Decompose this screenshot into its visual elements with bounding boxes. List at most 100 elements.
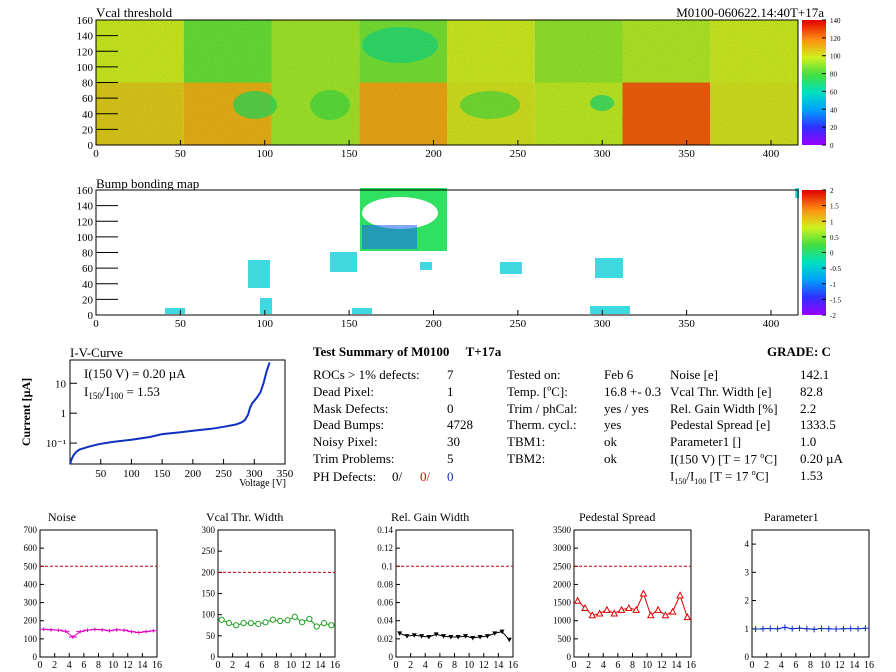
data-point bbox=[668, 607, 677, 615]
summary-label: Trim / phCal: bbox=[507, 400, 578, 416]
summary-label: Mask Defects: bbox=[313, 400, 389, 416]
data-point bbox=[484, 634, 490, 639]
data-point bbox=[789, 625, 796, 632]
x-tick-label: 0 bbox=[38, 660, 43, 671]
x-tick-label: 400 bbox=[763, 318, 780, 330]
data-point bbox=[477, 635, 483, 640]
data-point bbox=[588, 611, 597, 619]
summary-value: 4728 bbox=[447, 417, 473, 433]
y-tick-label: 700 bbox=[24, 525, 38, 535]
summary-value: 2.2 bbox=[800, 400, 817, 416]
x-tick-label: 6 bbox=[793, 660, 798, 671]
vcal-threshold-map: 0 50 100 150 200 250 300 350 4000204060801001201… bbox=[77, 15, 842, 160]
colorbar-tick-label: 1.5 bbox=[830, 203, 839, 211]
colorbar-tick-label: 120 bbox=[830, 35, 841, 43]
data-point bbox=[90, 627, 99, 632]
x-tick-label: 150 bbox=[341, 318, 358, 330]
colorbar-tick-label: 2 bbox=[830, 187, 834, 195]
x-tick-label: 250 bbox=[510, 148, 527, 160]
y-tick-label: 0 bbox=[88, 310, 94, 322]
data-point bbox=[233, 622, 240, 629]
summary-row: TBM1: ok bbox=[507, 434, 617, 451]
x-tick-label: 8 bbox=[452, 660, 457, 671]
iv-annotation-2: I150/I100 = 1.53 bbox=[84, 384, 160, 401]
data-point bbox=[313, 623, 320, 630]
summary-row: ROCs > 1% defects: 7 bbox=[313, 367, 454, 384]
x-tick-label: 16 bbox=[330, 660, 340, 671]
summary-value: 1 bbox=[447, 383, 454, 399]
bump-defect-patch bbox=[595, 258, 623, 278]
colorbar-tick-label: 0 bbox=[830, 250, 834, 258]
x-tick-label: 12 bbox=[657, 660, 667, 671]
y-tick-label: 100 bbox=[202, 610, 216, 620]
x-tick-label: 6 bbox=[615, 660, 620, 671]
colorbar-tick-label: 0 bbox=[830, 142, 834, 150]
plot-frame bbox=[217, 529, 336, 658]
y-tick-label: 100 bbox=[77, 232, 94, 244]
x-tick-label: 0 bbox=[216, 660, 221, 671]
data-point bbox=[397, 631, 403, 636]
y-tick-label: 100 bbox=[24, 634, 38, 644]
summary-row: Noise [e] 142.1 bbox=[670, 367, 829, 384]
summary-row: Vcal Thr. Width [e] 82.8 bbox=[670, 384, 823, 401]
data-point bbox=[269, 616, 276, 623]
vcal-axes: 0 50 100 150 200 250 300 350 400 0 20 40 60 80 100 120 1… bbox=[77, 15, 780, 160]
x-tick-label: 200 bbox=[425, 148, 442, 160]
x-tick-label: 0 bbox=[93, 148, 99, 160]
y-tick-label: 600 bbox=[24, 543, 38, 553]
colorbar-tick-label: 40 bbox=[830, 106, 838, 114]
x-tick-label: 12 bbox=[479, 660, 489, 671]
data-point bbox=[781, 624, 788, 631]
y-tick-label: 4 bbox=[745, 539, 750, 549]
y-tick-label: 1500 bbox=[553, 598, 572, 608]
x-tick-label: 350 bbox=[678, 318, 695, 330]
summary-value: 0 bbox=[447, 400, 454, 416]
data-point bbox=[328, 622, 335, 629]
data-point bbox=[676, 591, 684, 599]
x-tick-label: 4 bbox=[423, 660, 428, 671]
summary-value: ok bbox=[604, 434, 617, 450]
x-tick-label: 10 bbox=[464, 660, 474, 671]
bump-defect-patch bbox=[362, 225, 417, 249]
x-tick-label: 2 bbox=[764, 660, 769, 671]
iv-series-line bbox=[69, 362, 271, 465]
y-tick-label: 2000 bbox=[553, 579, 572, 589]
data-point bbox=[581, 603, 589, 612]
plot-frame bbox=[395, 529, 514, 658]
bump-defect-patch bbox=[420, 262, 432, 270]
plot-title: Pedestal Spread bbox=[579, 510, 655, 524]
data-point bbox=[298, 619, 306, 626]
series-line bbox=[399, 631, 510, 641]
data-point bbox=[149, 628, 158, 633]
x-tick-label: 10 bbox=[286, 660, 296, 671]
bump-axes: 0 50 100 150 200 250 300 350 400 0 20 40 60 80 100 120 1… bbox=[77, 185, 780, 330]
data-point bbox=[426, 635, 432, 640]
x-tick-label: 2 bbox=[586, 660, 591, 671]
y-tick-label: 0 bbox=[211, 652, 216, 662]
iv-curve-plot: 50 100 150 200 250 300 350 10⁻¹ 1 10 Current [µA]… bbox=[19, 359, 294, 489]
x-tick-label: 4 bbox=[245, 660, 250, 671]
summary-label: Therm. cycl.: bbox=[507, 417, 577, 433]
x-tick-label: 14 bbox=[315, 660, 325, 671]
y-tick-label: 300 bbox=[24, 598, 38, 608]
bump-defect-patch bbox=[165, 308, 185, 314]
y-tick-label: 500 bbox=[24, 561, 38, 571]
bump-bonding-map: 0 50 100 150 200 250 300 350 4000204060801001201… bbox=[77, 185, 842, 330]
y-tick-label: 20 bbox=[82, 294, 94, 306]
colorbar-tick-label: -2 bbox=[830, 312, 836, 320]
summary-value: 82.8 bbox=[800, 383, 823, 399]
y-tick-label: 0 bbox=[745, 652, 750, 662]
x-tick-label: 100 bbox=[257, 318, 274, 330]
y-tick-label: 120 bbox=[77, 216, 94, 228]
x-tick-label: 0 bbox=[394, 660, 399, 671]
data-point bbox=[98, 627, 107, 632]
colorbar-tick-label: 100 bbox=[830, 53, 841, 61]
x-tick-label: 14 bbox=[671, 660, 681, 671]
x-tick-label: 0 bbox=[572, 660, 577, 671]
x-tick-label: 0 bbox=[93, 318, 99, 330]
data-point bbox=[455, 635, 461, 640]
x-tick-label: 16 bbox=[152, 660, 162, 671]
x-tick-label: 100 bbox=[257, 148, 274, 160]
data-point bbox=[610, 609, 619, 617]
